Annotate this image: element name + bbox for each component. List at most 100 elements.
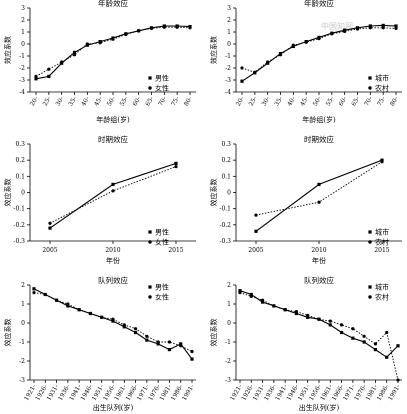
data-point [283, 308, 287, 312]
y-tick-label: -3 [19, 77, 25, 84]
chart-title: 时期效应 [304, 134, 334, 144]
y-tick-label: 0.2 [15, 157, 25, 164]
data-point [48, 221, 52, 225]
data-point [394, 24, 398, 28]
y-tick-label: 3 [227, 5, 231, 12]
data-point [351, 327, 355, 331]
y-tick-label: 2 [21, 282, 25, 289]
y-tick-label: -2 [19, 65, 25, 72]
data-point [240, 66, 244, 70]
data-point [254, 213, 258, 217]
data-point [396, 344, 400, 348]
y-tick-label: 0 [227, 320, 231, 327]
chart-panel-4: 时期效应 -0.3 -0.2 -0.1 0 0.1 0.2 0.3 2005 2010 2015 年份… [209, 134, 402, 265]
series-2 [32, 291, 194, 354]
data-point [32, 291, 36, 295]
legend-marker [148, 240, 152, 244]
x-axis-label: 年龄组(岁) [96, 115, 130, 124]
data-point [272, 304, 276, 308]
data-point [362, 334, 366, 338]
data-point [328, 323, 332, 327]
data-point [317, 37, 321, 41]
data-point [339, 323, 344, 327]
series-line [255, 161, 383, 216]
data-point [317, 200, 321, 204]
y-tick-label: 0 [21, 320, 25, 327]
data-point [145, 338, 149, 342]
x-tick-label: 70- [157, 96, 168, 108]
y-axis-label: 效应系数 [209, 36, 218, 64]
y-tick-label: 1 [21, 29, 25, 36]
x-tick-label: 1991- [387, 384, 402, 402]
series-line [35, 25, 191, 80]
series-2 [48, 165, 178, 225]
data-point [291, 43, 295, 47]
y-tick-label: 2 [21, 17, 25, 24]
y-tick-label: -2 [225, 358, 231, 365]
data-point [137, 29, 141, 33]
x-tick-label: 80- [389, 96, 400, 108]
data-point [122, 323, 126, 327]
legend-label: 城市 [375, 74, 389, 83]
y-tick-label: -3 [225, 77, 231, 84]
x-tick-label: 65- [144, 96, 155, 108]
chart-panel-3: 时期效应 -0.3 -0.2 -0.1 0 0.1 0.2 0.3 2005 2010 2015 年份… [3, 134, 196, 265]
x-tick-label: 20- [235, 96, 246, 108]
x-tick-label: 25- [42, 96, 53, 108]
data-point [278, 53, 283, 57]
data-point [351, 336, 355, 340]
data-point [179, 342, 183, 346]
data-point [339, 330, 344, 335]
legend-label: 农村 [375, 84, 389, 93]
x-tick-label: 40- [80, 96, 91, 108]
data-point [188, 26, 192, 30]
data-point [111, 319, 115, 323]
data-point [381, 26, 385, 30]
y-axis-label: 效应系数 [3, 179, 12, 207]
series-2 [240, 26, 398, 74]
y-tick-label: -1 [225, 339, 231, 346]
data-point [34, 77, 38, 81]
x-tick-label: 60- [132, 96, 143, 108]
y-tick-label: 0 [227, 41, 231, 48]
legend-label: 农村 [375, 293, 389, 302]
data-point [368, 24, 372, 28]
y-axis-label: 效应系数 [3, 36, 12, 64]
legend-marker [368, 285, 372, 289]
data-point [238, 289, 242, 293]
legend-label: 男性 [155, 283, 169, 292]
x-tick-label: 30- [55, 96, 66, 108]
y-tick-label: -3 [225, 377, 231, 384]
legend-marker [368, 76, 372, 80]
chart-title: 年龄效应 [98, 0, 128, 8]
y-tick-label: 1 [227, 301, 231, 308]
legend-marker [148, 76, 152, 80]
data-point [54, 298, 59, 302]
x-axis-label: 出生队列(岁) [93, 403, 134, 412]
data-point [66, 302, 70, 306]
legend-marker [368, 295, 372, 299]
x-tick-label: 30- [261, 96, 272, 108]
legend-marker [368, 230, 372, 234]
data-point [167, 348, 172, 352]
data-point [88, 311, 93, 316]
data-point [330, 32, 334, 36]
data-point [111, 37, 115, 41]
data-point [380, 160, 384, 164]
data-point [122, 325, 126, 329]
y-tick-label: -0.2 [13, 222, 25, 229]
data-point [253, 70, 257, 74]
x-tick-label: 1991- [181, 384, 196, 402]
y-tick-label: -4 [19, 89, 25, 96]
data-point [149, 26, 154, 30]
data-point [77, 308, 81, 312]
data-point [249, 294, 253, 298]
data-point [60, 60, 64, 64]
x-axis-label: 年份 [106, 256, 120, 265]
x-tick-label: 50- [106, 96, 117, 108]
data-point [294, 311, 299, 316]
